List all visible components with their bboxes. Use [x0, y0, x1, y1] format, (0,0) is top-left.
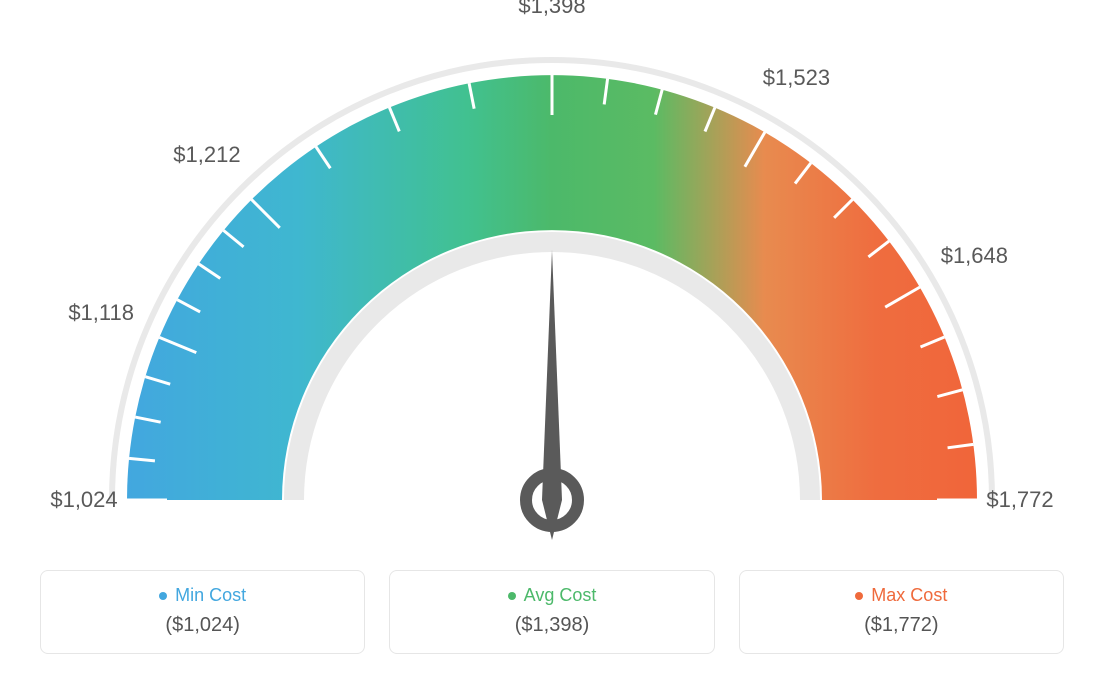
legend-avg-dot	[508, 592, 516, 600]
legend-min-label-row: Min Cost	[159, 585, 246, 606]
tick-label: $1,398	[518, 0, 585, 19]
legend-max-card: Max Cost ($1,772)	[739, 570, 1064, 654]
tick-label: $1,523	[763, 65, 830, 91]
legend-max-dot	[855, 592, 863, 600]
legend-min-value: ($1,024)	[59, 614, 346, 637]
legend-max-label-row: Max Cost	[855, 585, 947, 606]
legend-avg-label-row: Avg Cost	[508, 585, 597, 606]
legend-avg-value: ($1,398)	[408, 614, 695, 637]
tick-label: $1,648	[941, 243, 1008, 269]
legend-avg-label: Avg Cost	[524, 585, 597, 606]
tick-label: $1,024	[50, 487, 117, 513]
gauge-chart: $1,024 $1,118 $1,212 $1,398 $1,523 $1,648 $1,7…	[0, 0, 1104, 560]
legend-max-value: ($1,772)	[758, 614, 1045, 637]
legend-max-label: Max Cost	[871, 585, 947, 606]
legend-min-card: Min Cost ($1,024)	[40, 570, 365, 654]
legend-min-label: Min Cost	[175, 585, 246, 606]
legend-row: Min Cost ($1,024) Avg Cost ($1,398) Max …	[0, 570, 1104, 654]
legend-avg-card: Avg Cost ($1,398)	[389, 570, 714, 654]
cost-gauge-widget: $1,024 $1,118 $1,212 $1,398 $1,523 $1,648 $1,7…	[0, 0, 1104, 690]
tick-label: $1,212	[173, 142, 240, 168]
legend-min-dot	[159, 592, 167, 600]
tick-label: $1,772	[986, 487, 1053, 513]
tick-label: $1,118	[68, 300, 134, 326]
gauge-svg	[0, 0, 1104, 560]
